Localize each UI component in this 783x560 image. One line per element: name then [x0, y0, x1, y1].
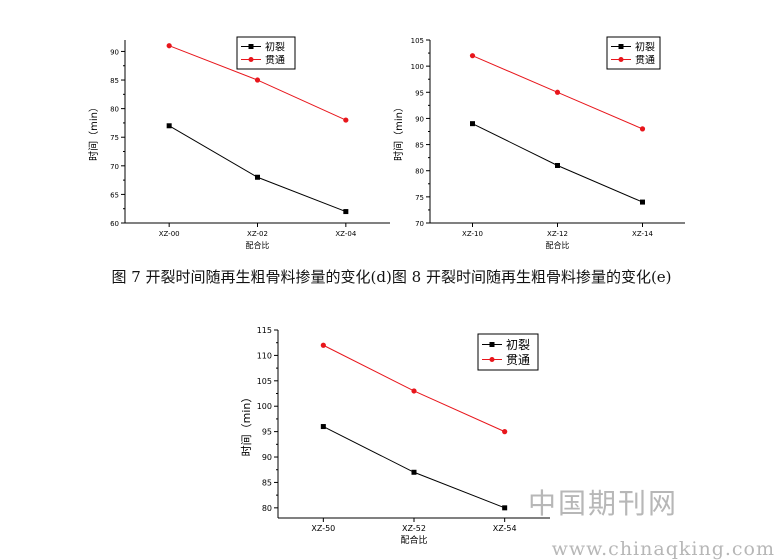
- y-tick-label: 110: [257, 351, 272, 360]
- y-tick-label: 100: [411, 63, 424, 71]
- legend-marker: [489, 357, 495, 362]
- legend-box: [606, 36, 661, 70]
- data-point: [411, 388, 417, 394]
- series-line-initial-crack: [323, 426, 505, 509]
- y-tick-label: 70: [415, 220, 424, 228]
- data-point: [411, 469, 417, 475]
- data-point: [343, 209, 349, 215]
- y-tick-label: 85: [415, 142, 424, 150]
- x-axis-title: 配合比: [246, 240, 270, 250]
- x-axis-title: 配合比: [546, 240, 570, 250]
- y-tick-label: 60: [110, 220, 119, 228]
- legend-label: 贯通: [506, 353, 530, 367]
- y-tick-label: 100: [257, 402, 272, 411]
- data-point: [640, 199, 645, 205]
- watermark-text: 中国期刊网: [527, 487, 678, 520]
- y-tick-label: 95: [262, 428, 272, 437]
- x-tick-label: XZ-04: [335, 230, 356, 238]
- data-point: [470, 121, 475, 127]
- y-axis-title: 时间（min）: [240, 392, 253, 457]
- legend-box: [236, 36, 296, 70]
- y-tick-label: 95: [415, 89, 424, 97]
- x-tick-label: XZ-54: [493, 524, 517, 533]
- x-tick-label: XZ-50: [311, 524, 335, 533]
- y-tick-label: 80: [415, 168, 424, 176]
- legend-marker: [618, 57, 624, 62]
- data-point: [166, 43, 172, 49]
- caption-fig8: 图 8 开裂时间随再生粗骨料掺量的变化(e): [391, 268, 672, 286]
- y-tick-label: 70: [110, 163, 119, 171]
- data-point: [343, 117, 349, 123]
- legend-marker: [489, 342, 495, 347]
- legend-marker: [248, 44, 254, 49]
- y-tick-label: 105: [411, 37, 424, 45]
- figure-captions: 图 7 开裂时间随再生粗骨料掺量的变化(d)图 8 开裂时间随再生粗骨料掺量的变…: [0, 266, 783, 287]
- legend-label: 初裂: [635, 40, 655, 53]
- chart-fig8: 70 75 80 85 90 95 100 105 XZ-10 XZ-12 XZ-14 配合比 时间（m…: [392, 36, 685, 250]
- chart-fig9: 80 85 90 95 100 105 110 115 XZ-50 XZ-52 XZ-54 配合比 时间…: [240, 326, 550, 546]
- y-tick-label: 80: [110, 106, 119, 114]
- data-point: [469, 53, 476, 59]
- legend-label: 初裂: [265, 40, 285, 53]
- legend-label: 贯通: [635, 54, 655, 66]
- legend-label: 贯通: [265, 54, 285, 66]
- data-point: [320, 342, 326, 348]
- y-tick-label: 65: [110, 191, 119, 199]
- y-axis-title: 时间（min）: [392, 102, 405, 161]
- data-point: [502, 429, 508, 435]
- watermark-url: www.chinaqking.com: [551, 538, 775, 560]
- legend-marker: [618, 44, 624, 49]
- data-point: [254, 77, 261, 83]
- y-tick-label: 90: [415, 115, 424, 123]
- x-tick-label: XZ-00: [159, 230, 180, 238]
- legend-marker: [248, 57, 254, 62]
- x-tick-label: XZ-12: [547, 230, 568, 238]
- y-tick-label: 75: [110, 134, 119, 142]
- data-point: [639, 126, 646, 132]
- data-point: [555, 162, 560, 168]
- series-line-initial-crack: [168, 125, 347, 213]
- y-tick-label: 90: [262, 453, 272, 462]
- data-point: [502, 505, 508, 511]
- series-line-initial-crack: [472, 123, 643, 203]
- x-tick-label: XZ-52: [402, 524, 426, 533]
- x-tick-label: XZ-02: [247, 230, 268, 238]
- x-tick-label: XZ-10: [462, 230, 483, 238]
- y-tick-label: 75: [415, 194, 424, 202]
- y-tick-label: 85: [110, 77, 119, 85]
- data-point: [166, 123, 172, 129]
- legend-label: 初裂: [506, 338, 530, 352]
- data-point: [320, 424, 326, 430]
- caption-fig7: 图 7 开裂时间随再生粗骨料掺量的变化(d): [111, 268, 392, 286]
- y-tick-label: 90: [110, 48, 119, 56]
- data-point: [255, 174, 260, 180]
- chart-fig7: 60 65 70 75 80 85 90 XZ-00 XZ-02 XZ-04 配合比 时间（min） 初…: [87, 36, 390, 250]
- y-tick-label: 105: [257, 377, 272, 386]
- x-axis-title: 配合比: [400, 534, 427, 546]
- y-tick-label: 85: [262, 478, 272, 487]
- legend-box: [477, 333, 539, 371]
- y-tick-label: 80: [262, 504, 272, 513]
- x-tick-label: XZ-14: [632, 230, 653, 238]
- y-axis-title: 时间（min）: [87, 102, 100, 161]
- y-tick-label: 115: [257, 326, 272, 335]
- data-point: [554, 89, 561, 95]
